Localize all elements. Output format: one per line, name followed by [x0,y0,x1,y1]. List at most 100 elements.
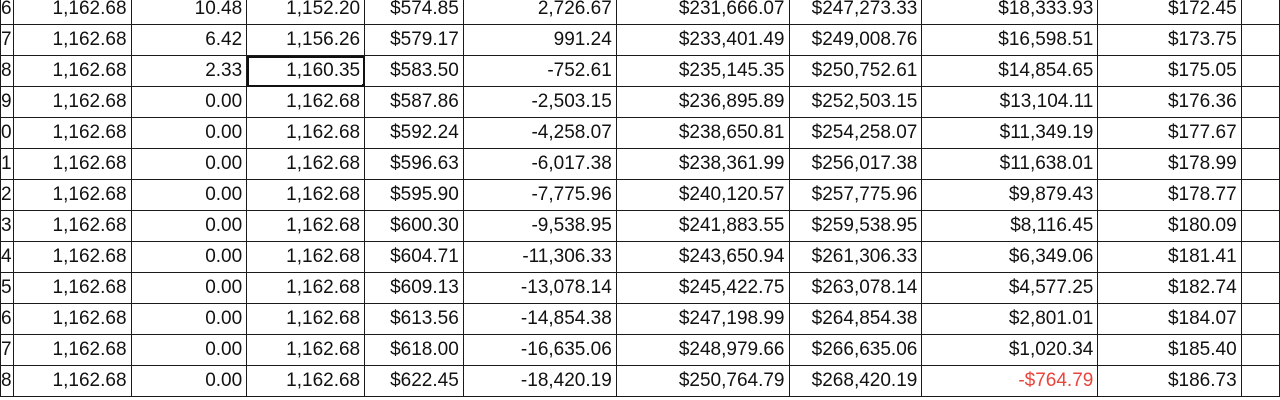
table-cell[interactable]: $252,503.15 [788,86,923,118]
table-cell[interactable]: 10.48 [130,0,248,25]
table-cell[interactable]: 1,162.68 [12,179,132,211]
table-cell[interactable]: $263,078.14 [788,272,923,304]
table-cell[interactable]: $177.67 [1097,117,1242,149]
selected-cell[interactable]: 1,160.35 [246,55,366,87]
table-cell[interactable]: 2.33 [130,55,248,87]
empty-cell[interactable] [1240,334,1280,366]
table-cell[interactable]: $249,008.76 [788,24,923,56]
empty-cell[interactable] [1240,365,1280,397]
table-cell[interactable]: 1,162.68 [12,210,132,242]
table-cell[interactable]: 0.00 [130,303,248,335]
row-number-cell[interactable]: 2 [0,179,14,211]
table-cell[interactable]: $579.17 [364,24,464,56]
table-cell[interactable]: $592.24 [364,117,464,149]
table-cell[interactable]: $250,764.79 [615,365,790,397]
table-cell[interactable]: -13,078.14 [462,272,617,304]
table-cell[interactable]: 1,162.68 [246,179,366,211]
table-cell[interactable]: $241,883.55 [615,210,790,242]
table-cell[interactable]: -$764.79 [921,365,1099,397]
table-cell[interactable]: -16,635.06 [462,334,617,366]
table-cell[interactable]: $257,775.96 [788,179,923,211]
table-cell[interactable]: 0.00 [130,334,248,366]
row-number-cell[interactable]: 1 [0,148,14,180]
table-cell[interactable]: 1,162.68 [12,241,132,273]
table-cell[interactable]: $18,333.93 [921,0,1099,25]
table-cell[interactable]: $6,349.06 [921,241,1099,273]
table-cell[interactable]: $231,666.07 [615,0,790,25]
table-cell[interactable]: 1,162.68 [12,365,132,397]
table-cell[interactable]: 1,162.68 [12,148,132,180]
table-cell[interactable]: $240,120.57 [615,179,790,211]
table-cell[interactable]: $182.74 [1097,272,1242,304]
table-cell[interactable]: $2,801.01 [921,303,1099,335]
table-cell[interactable]: $583.50 [364,55,464,87]
table-cell[interactable]: $178.99 [1097,148,1242,180]
empty-cell[interactable] [1240,55,1280,87]
row-number-cell[interactable]: 7 [0,24,14,56]
table-cell[interactable]: $250,752.61 [788,55,923,87]
table-cell[interactable]: $259,538.95 [788,210,923,242]
table-cell[interactable]: -6,017.38 [462,148,617,180]
table-cell[interactable]: $178.77 [1097,179,1242,211]
table-cell[interactable]: $268,420.19 [788,365,923,397]
table-cell[interactable]: $11,349.19 [921,117,1099,149]
empty-cell[interactable] [1240,210,1280,242]
table-cell[interactable]: 0.00 [130,148,248,180]
table-cell[interactable]: 1,162.68 [246,365,366,397]
table-cell[interactable]: 1,162.68 [12,334,132,366]
table-cell[interactable]: $233,401.49 [615,24,790,56]
table-cell[interactable]: $14,854.65 [921,55,1099,87]
table-cell[interactable]: 0.00 [130,241,248,273]
table-cell[interactable]: 0.00 [130,86,248,118]
table-cell[interactable]: 1,162.68 [246,86,366,118]
row-number-cell[interactable]: 8 [0,55,14,87]
table-cell[interactable]: 1,162.68 [12,303,132,335]
table-cell[interactable]: $266,635.06 [788,334,923,366]
table-cell[interactable]: 0.00 [130,365,248,397]
table-cell[interactable]: $238,650.81 [615,117,790,149]
table-cell[interactable]: $247,273.33 [788,0,923,25]
table-cell[interactable]: 1,156.26 [246,24,366,56]
table-cell[interactable]: $235,145.35 [615,55,790,87]
table-cell[interactable]: 0.00 [130,210,248,242]
table-cell[interactable]: 0.00 [130,272,248,304]
empty-cell[interactable] [1240,241,1280,273]
table-cell[interactable]: $8,116.45 [921,210,1099,242]
table-cell[interactable]: $184.07 [1097,303,1242,335]
table-cell[interactable]: -14,854.38 [462,303,617,335]
empty-cell[interactable] [1240,86,1280,118]
table-cell[interactable]: $186.73 [1097,365,1242,397]
table-cell[interactable]: $248,979.66 [615,334,790,366]
table-cell[interactable]: 0.00 [130,179,248,211]
table-cell[interactable]: $587.86 [364,86,464,118]
row-number-cell[interactable]: 7 [0,334,14,366]
empty-cell[interactable] [1240,148,1280,180]
table-cell[interactable]: $16,598.51 [921,24,1099,56]
empty-cell[interactable] [1240,24,1280,56]
table-cell[interactable]: 0.00 [130,117,248,149]
table-cell[interactable]: -7,775.96 [462,179,617,211]
table-cell[interactable]: -752.61 [462,55,617,87]
row-number-cell[interactable]: 0 [0,117,14,149]
table-cell[interactable]: $236,895.89 [615,86,790,118]
table-cell[interactable]: $613.56 [364,303,464,335]
table-cell[interactable]: $180.09 [1097,210,1242,242]
table-cell[interactable]: $9,879.43 [921,179,1099,211]
table-cell[interactable]: 1,162.68 [12,55,132,87]
table-cell[interactable]: 1,162.68 [246,117,366,149]
table-cell[interactable]: $243,650.94 [615,241,790,273]
table-cell[interactable]: $1,020.34 [921,334,1099,366]
table-cell[interactable]: -9,538.95 [462,210,617,242]
empty-cell[interactable] [1240,272,1280,304]
table-cell[interactable]: 1,162.68 [246,241,366,273]
row-number-cell[interactable]: 6 [0,0,14,25]
table-cell[interactable]: $604.71 [364,241,464,273]
table-cell[interactable]: -4,258.07 [462,117,617,149]
table-cell[interactable]: -11,306.33 [462,241,617,273]
table-cell[interactable]: 6.42 [130,24,248,56]
table-cell[interactable]: $185.40 [1097,334,1242,366]
table-cell[interactable]: 991.24 [462,24,617,56]
table-cell[interactable]: $245,422.75 [615,272,790,304]
table-cell[interactable]: $609.13 [364,272,464,304]
table-cell[interactable]: $618.00 [364,334,464,366]
